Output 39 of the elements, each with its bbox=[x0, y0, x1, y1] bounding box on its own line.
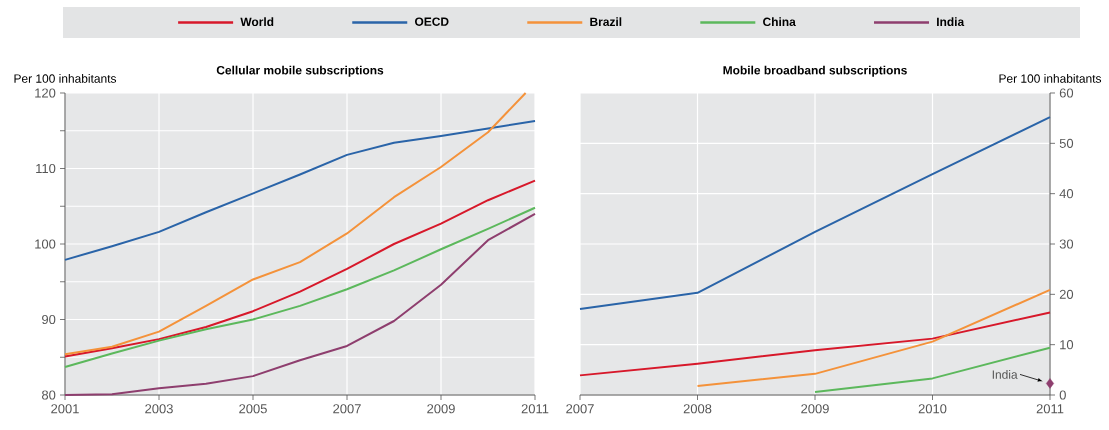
line-series bbox=[64, 92, 527, 356]
x-tick-label: 2007 bbox=[333, 404, 361, 414]
y-axis-title: Per 100 inhabitants bbox=[14, 74, 117, 83]
legend-label: OECD bbox=[414, 17, 449, 26]
y-tick-label: 120 bbox=[35, 88, 56, 98]
y-axis-title: Per 100 inhabitants bbox=[999, 74, 1102, 83]
legend-label: Brazil bbox=[590, 17, 622, 27]
y-tick-label: 100 bbox=[35, 239, 56, 249]
x-tick-label: 2005 bbox=[239, 404, 267, 414]
legend-label: India bbox=[937, 17, 965, 27]
y-tick-label: 50 bbox=[1059, 138, 1074, 148]
y-tick-label: 0 bbox=[1059, 390, 1066, 400]
chart-title: Cellular mobile subscriptions bbox=[216, 65, 384, 77]
line-series bbox=[64, 179, 537, 358]
line-series bbox=[696, 288, 1052, 387]
y-tick-label: 20 bbox=[1059, 289, 1074, 299]
x-tick-label: 2003 bbox=[145, 404, 173, 414]
x-tick-label: 2008 bbox=[683, 404, 712, 414]
y-tick-label: 60 bbox=[1059, 88, 1074, 98]
y-tick-label: 40 bbox=[1059, 189, 1074, 199]
x-tick-label: 2011 bbox=[1036, 404, 1064, 414]
x-tick-label: 2007 bbox=[566, 404, 594, 414]
y-tick-label: 110 bbox=[36, 163, 56, 174]
y-tick-label: 10 bbox=[1060, 340, 1074, 350]
line-series bbox=[64, 206, 537, 369]
y-tick-label: 80 bbox=[42, 390, 56, 400]
x-tick-label: 2009 bbox=[801, 404, 829, 414]
x-tick-label: 2009 bbox=[427, 404, 455, 414]
line-series bbox=[579, 311, 1052, 377]
y-tick-label: 30 bbox=[1059, 239, 1074, 249]
legend-label: World bbox=[240, 17, 274, 27]
line-series bbox=[579, 116, 1052, 310]
legend-label: China bbox=[763, 17, 796, 27]
y-tick-label: 90 bbox=[42, 314, 56, 325]
chart-title: Mobile broadband subscriptions bbox=[723, 65, 907, 77]
x-tick-label: 2010 bbox=[918, 404, 947, 414]
x-tick-label: 2001 bbox=[51, 404, 79, 414]
annotation: India bbox=[992, 370, 1018, 379]
x-tick-label: 2011 bbox=[521, 404, 549, 414]
